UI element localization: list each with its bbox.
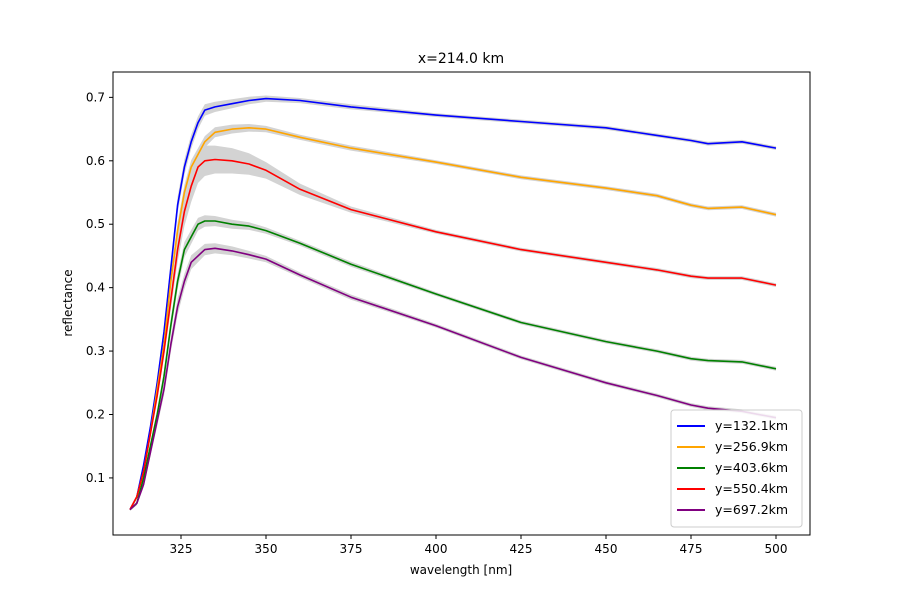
legend-label-1: y=132.1km <box>715 418 788 433</box>
y-tick-label: 0.6 <box>86 154 105 168</box>
x-tick-label: 475 <box>680 542 703 556</box>
x-axis-ticks: 325 350 375 400 425 450 475 500 <box>170 535 788 556</box>
plot-frame <box>112 71 811 536</box>
uncertainty-band-4 <box>130 145 776 511</box>
legend-label-4: y=550.4km <box>715 481 788 496</box>
y-tick-label: 0.4 <box>86 281 105 295</box>
y-tick-label: 0.1 <box>86 471 105 485</box>
y-tick-label: 0.3 <box>86 344 105 358</box>
series-line-5 <box>129 247 777 511</box>
legend-label-5: y=697.2km <box>715 502 788 517</box>
x-tick-label: 500 <box>765 542 788 556</box>
series-line-2 <box>129 127 777 510</box>
x-axis-label: wavelength [nm] <box>410 563 512 577</box>
legend: y=132.1km y=256.9km y=403.6km y=550.4km y=69… <box>670 409 803 528</box>
y-axis-ticks: 0.1 0.2 0.3 0.4 0.5 0.6 0.7 <box>86 90 113 485</box>
series-line-4 <box>129 158 777 510</box>
y-tick-label: 0.7 <box>86 90 105 104</box>
y-tick-label: 0.5 <box>86 217 105 231</box>
legend-label-3: y=403.6km <box>715 460 788 475</box>
legend-box <box>670 409 803 528</box>
x-tick-label: 375 <box>340 542 363 556</box>
x-tick-label: 325 <box>170 542 193 556</box>
uncertainty-bands <box>130 95 776 511</box>
legend-label-2: y=256.9km <box>715 439 788 454</box>
y-tick-label: 0.2 <box>86 407 105 421</box>
y-axis-label: reflectance <box>61 269 75 336</box>
series-lines <box>129 97 777 511</box>
x-tick-label: 425 <box>510 542 533 556</box>
x-tick-label: 350 <box>255 542 278 556</box>
x-tick-label: 450 <box>595 542 618 556</box>
uncertainty-band-1 <box>130 95 776 511</box>
series-line-3 <box>129 220 777 511</box>
series-line-1 <box>129 97 777 510</box>
chart-title: x=214.0 km <box>418 51 504 67</box>
x-tick-label: 400 <box>425 542 448 556</box>
